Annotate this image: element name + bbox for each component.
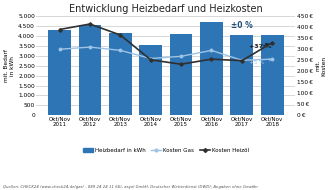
Bar (139, 45, 162, 115)
Bar (109, 33, 132, 115)
Legend: Heizbedarf in kWh, Kosten Gas, Kosten Heizöl: Heizbedarf in kWh, Kosten Gas, Kosten He… (83, 148, 249, 153)
Bar (230, 35, 253, 115)
Text: Quellen: CHECK24 (www.check24.de/gas/ - 089 24 24 11 66), asyol GmbH, Deutscher : Quellen: CHECK24 (www.check24.de/gas/ - … (3, 185, 258, 189)
Title: Entwicklung Heizbedarf und Heizkosten: Entwicklung Heizbedarf und Heizkosten (69, 4, 263, 14)
Y-axis label: mit. Bedarf
in kWh: mit. Bedarf in kWh (4, 49, 15, 82)
Y-axis label: mit.
Kosten: mit. Kosten (316, 56, 327, 76)
Bar (200, 22, 223, 115)
Text: ±0 %: ±0 % (231, 21, 253, 30)
Bar (48, 30, 71, 115)
Text: +37 %: +37 % (249, 44, 272, 49)
Text: +5 %: +5 % (249, 59, 271, 65)
Bar (170, 34, 192, 115)
Bar (78, 25, 101, 115)
Bar (261, 35, 284, 115)
